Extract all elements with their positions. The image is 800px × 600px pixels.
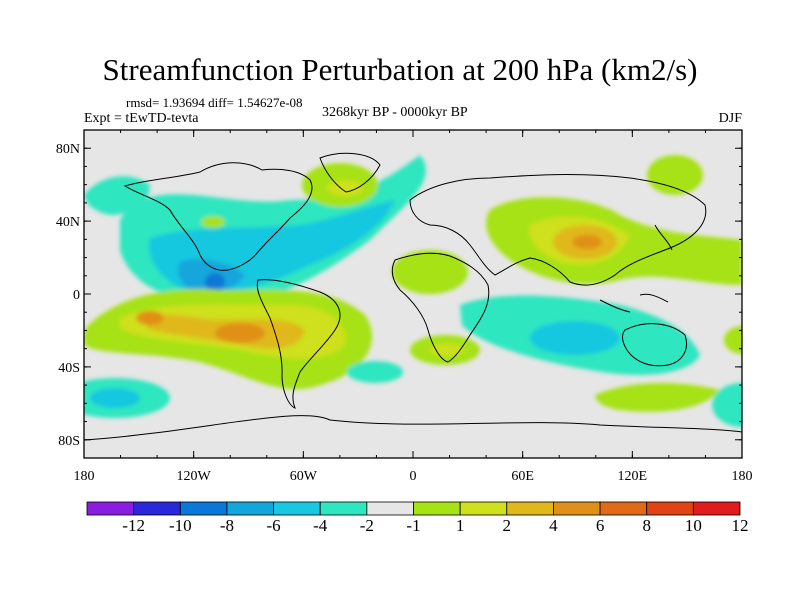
contour-pos-sa-core: [215, 323, 265, 343]
lon-tick-label: 0: [410, 469, 417, 484]
stats-text: rmsd= 1.93694 diff= 1.54627e-08: [126, 95, 303, 110]
colorbar-swatch: [413, 501, 461, 516]
lon-tick-label: 120E: [618, 469, 648, 484]
coast-europe-africa: [391, 252, 490, 363]
colorbar-label: -10: [168, 516, 192, 535]
experiment-label: Expt = tEwTD-tevta: [84, 111, 199, 126]
colorbar-swatch: [366, 501, 414, 516]
colorbar-swatch: [319, 501, 368, 516]
lat-tick-label: 40N: [56, 215, 80, 230]
lat-tick-label: 80S: [58, 434, 80, 449]
coast-eurasia: [409, 174, 707, 286]
lat-tick-label: 0: [73, 288, 80, 303]
coast-islands: [599, 224, 673, 313]
lon-tick-label: 180: [732, 469, 753, 484]
lon-tick-label: 120W: [177, 469, 212, 484]
lon-tick-label: 180: [74, 469, 95, 484]
contour-neg-spacific-core: [90, 388, 140, 408]
contour-neg-canada: [201, 216, 225, 228]
colorbar-swatch: [646, 501, 694, 516]
colorbar-label: -12: [122, 516, 145, 535]
contour-neg-indian-core: [530, 321, 620, 355]
colorbar-label: 4: [549, 516, 558, 535]
contour-pos-arctic: [647, 155, 703, 195]
colorbar: [86, 501, 741, 516]
period-label: 3268kyr BP - 0000kyr BP: [322, 105, 468, 120]
contour-pos-south: [595, 383, 720, 412]
colorbar-label: -1: [406, 516, 421, 535]
colorbar-label: 8: [642, 516, 651, 535]
colorbar-label: 1: [455, 516, 465, 535]
lat-axis: 80N 40N 0 40S 80S: [56, 142, 80, 449]
contour-neg-center: [205, 273, 225, 291]
colorbar-label: 2: [502, 516, 512, 535]
contour-neg-se: [712, 383, 742, 427]
colorbar-label: -2: [359, 516, 374, 535]
colorbar-label: 12: [731, 516, 749, 535]
colorbar-label: -4: [313, 516, 328, 535]
contour-pos-satlantic-core: [430, 344, 464, 356]
axis-ticks: [83, 130, 743, 458]
colorbar-swatch: [599, 501, 648, 516]
contour-pos-east: [724, 326, 742, 354]
colorbar-swatch: [226, 501, 274, 516]
lat-tick-label: 80N: [56, 142, 80, 157]
coast-australia: [622, 323, 687, 367]
colorbar-swatch: [459, 501, 508, 516]
lat-tick-label: 40S: [58, 361, 80, 376]
colorbar-swatch: [273, 501, 321, 516]
colorbar-swatch: [86, 501, 135, 516]
contour-pos-sa-west: [136, 311, 164, 325]
coast-south-america: [256, 279, 341, 409]
contour-pos-asia-core: [572, 235, 602, 249]
coast-antarctica: [84, 415, 742, 441]
contour-pos-africa: [392, 250, 468, 294]
contour-fields: [84, 155, 742, 427]
colorbar-swatch: [553, 501, 601, 516]
coast-north-america: [123, 162, 313, 271]
colorbar-label: -6: [266, 516, 281, 535]
lon-axis: 180 120W 60W 0 60E 120E 180: [74, 469, 753, 484]
colorbar-swatch: [506, 501, 554, 516]
colorbar-swatch: [179, 501, 228, 516]
contour-neg-satl: [347, 361, 403, 383]
colorbar-label: 10: [684, 516, 702, 535]
season-label: DJF: [718, 111, 742, 126]
coastlines: [84, 152, 742, 441]
colorbar-swatch: [692, 501, 741, 516]
chart-title: Streamfunction Perturbation at 200 hPa (…: [102, 52, 698, 87]
colorbar-label: -8: [219, 516, 235, 535]
colorbar-swatch: [133, 501, 181, 516]
lon-tick-label: 60W: [290, 469, 318, 484]
coast-greenland: [319, 152, 381, 193]
lon-tick-label: 60E: [511, 469, 534, 484]
contour-neg-nw: [84, 176, 150, 215]
colorbar-label: 6: [595, 516, 605, 535]
